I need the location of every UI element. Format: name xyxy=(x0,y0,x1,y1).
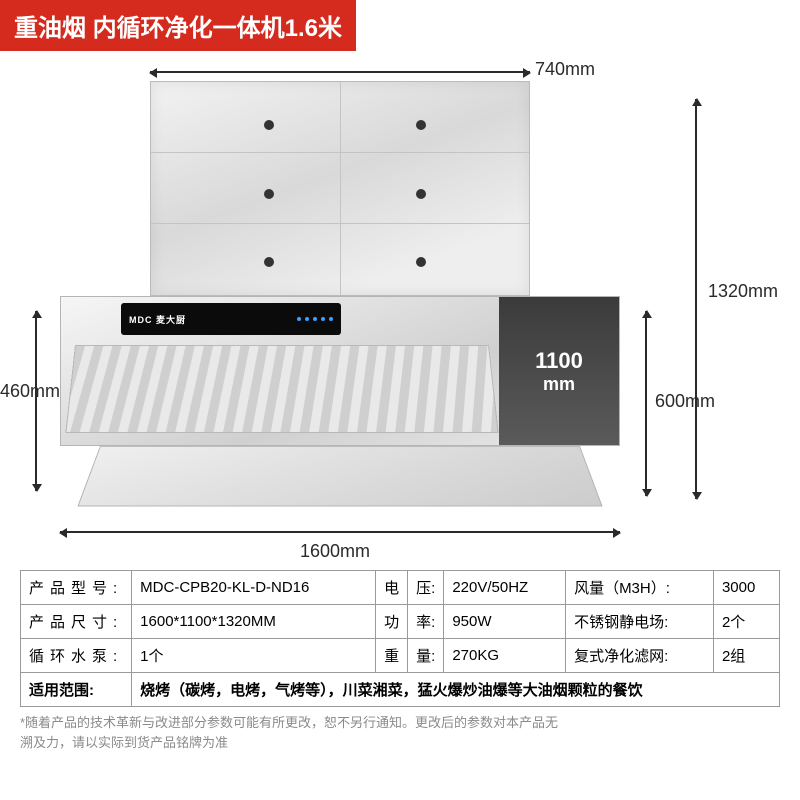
cell-value: MDC-CPB20-KL-D-ND16 xyxy=(132,571,376,605)
dim-line-hood-height xyxy=(645,311,647,496)
footnote: *随着产品的技术革新与改进部分参数可能有所更改，恕不另行通知。更改后的参数对本产… xyxy=(20,713,780,752)
hood-body: MDC 麦大厨 1100 mm xyxy=(60,296,620,446)
dim-hood-height: 600mm xyxy=(655,391,715,412)
cell-value: 3000 xyxy=(713,571,779,605)
table-row: 循环水泵: 1个 重 量: 270KG 复式净化滤网: 2组 xyxy=(21,639,780,673)
dim-width: 1600mm xyxy=(300,541,370,562)
cell-label: 不锈钢静电场: xyxy=(566,605,714,639)
cell-label: 适用范围: xyxy=(21,673,132,707)
cell-value: 220V/50HZ xyxy=(444,571,566,605)
control-panel: MDC 麦大厨 xyxy=(121,303,341,335)
cell-label: 循环水泵: xyxy=(21,639,132,673)
cell-value: 2个 xyxy=(713,605,779,639)
cell-label: 复式净化滤网: xyxy=(566,639,714,673)
cell-label: 率: xyxy=(408,605,444,639)
cell-label: 产品尺寸: xyxy=(21,605,132,639)
table-row: 产品型号: MDC-CPB20-KL-D-ND16 电 压: 220V/50HZ… xyxy=(21,571,780,605)
cell-label: 量: xyxy=(408,639,444,673)
hood-skirt xyxy=(77,446,602,506)
table-row: 适用范围: 烧烤（碳烤，电烤，气烤等），川菜湘菜，猛火爆炒油爆等大油烟颗粒的餐饮 xyxy=(21,673,780,707)
dim-line-depth xyxy=(150,71,530,73)
brand-label: MDC 麦大厨 xyxy=(129,313,186,326)
cell-value: 1个 xyxy=(132,639,376,673)
footnote-line: *随着产品的技术革新与改进部分参数可能有所更改，恕不另行通知。更改后的参数对本产… xyxy=(20,715,558,730)
dim-front-height: 460mm xyxy=(0,381,60,402)
product-illustration: MDC 麦大厨 1100 mm xyxy=(60,81,620,531)
dimension-diagram: MDC 麦大厨 1100 mm 740mm 1320mm 600mm 460mm… xyxy=(0,51,800,571)
cell-label: 压: xyxy=(408,571,444,605)
depth-unit: mm xyxy=(543,374,575,395)
upper-cabinet xyxy=(150,81,530,296)
cell-value: 2组 xyxy=(713,639,779,673)
footnote-line: 溯及力，请以实际到货产品铭牌为准 xyxy=(20,735,228,750)
cell-label: 风量（M3H）: xyxy=(566,571,714,605)
dim-total-height: 1320mm xyxy=(708,281,778,302)
cell-label: 重 xyxy=(376,639,408,673)
dim-line-total-height xyxy=(695,99,697,499)
cell-value: 烧烤（碳烤，电烤，气烤等），川菜湘菜，猛火爆炒油爆等大油烟颗粒的餐饮 xyxy=(132,673,780,707)
table-row: 产品尺寸: 1600*1100*1320MM 功 率: 950W 不锈钢静电场:… xyxy=(21,605,780,639)
title-banner: 重油烟 内循环净化一体机1.6米 xyxy=(0,0,356,51)
spec-section: 产品型号: MDC-CPB20-KL-D-ND16 电 压: 220V/50HZ… xyxy=(20,570,780,752)
indicator-dots xyxy=(297,317,333,321)
dim-depth: 740mm xyxy=(535,59,595,80)
depth-value: 1100 xyxy=(535,348,583,374)
cell-value: 950W xyxy=(444,605,566,639)
cell-label: 产品型号: xyxy=(21,571,132,605)
dim-line-width xyxy=(60,531,620,533)
cell-label: 功 xyxy=(376,605,408,639)
title-text: 重油烟 内循环净化一体机1.6米 xyxy=(14,15,342,42)
depth-callout-panel: 1100 mm xyxy=(499,297,619,445)
cell-label: 电 xyxy=(376,571,408,605)
cell-value: 1600*1100*1320MM xyxy=(132,605,376,639)
grease-filter-slats xyxy=(65,345,498,433)
spec-table: 产品型号: MDC-CPB20-KL-D-ND16 电 压: 220V/50HZ… xyxy=(20,570,780,707)
cell-value: 270KG xyxy=(444,639,566,673)
